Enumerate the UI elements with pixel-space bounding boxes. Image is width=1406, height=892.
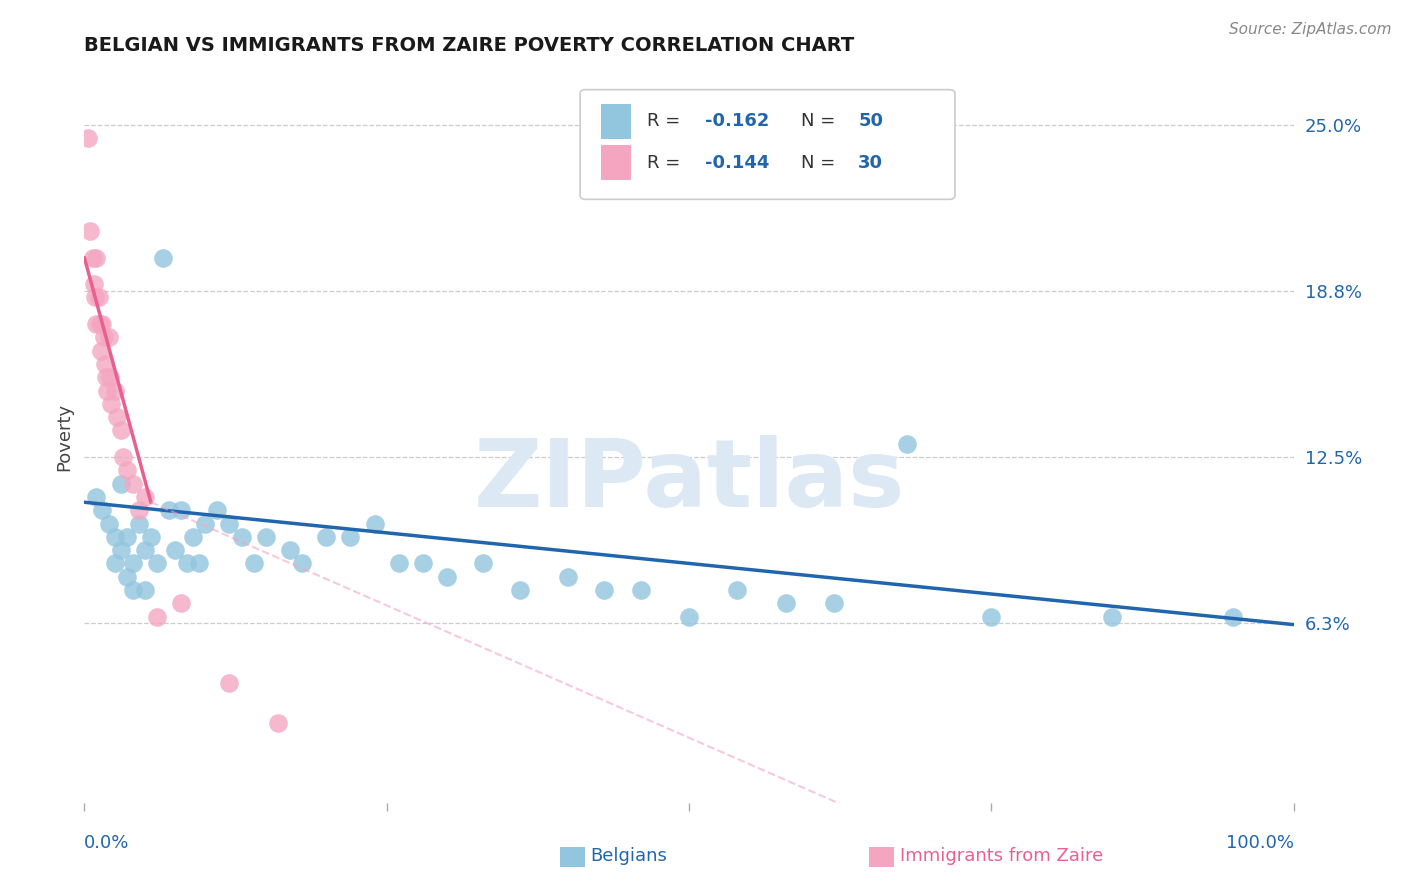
Point bbox=[291, 557, 314, 571]
Text: 30: 30 bbox=[858, 153, 883, 172]
Point bbox=[97, 516, 120, 531]
Point bbox=[678, 609, 700, 624]
Point bbox=[86, 317, 108, 331]
Point bbox=[146, 557, 169, 571]
Point bbox=[91, 317, 114, 331]
Point bbox=[725, 582, 748, 597]
Point bbox=[163, 543, 186, 558]
Point bbox=[1101, 609, 1123, 624]
Point bbox=[86, 251, 108, 265]
Text: 50: 50 bbox=[858, 112, 883, 130]
Point bbox=[100, 397, 122, 411]
Point bbox=[77, 131, 100, 145]
Point bbox=[339, 530, 361, 544]
Point bbox=[134, 490, 156, 504]
Point bbox=[980, 609, 1002, 624]
Point bbox=[128, 516, 150, 531]
Point bbox=[104, 384, 127, 398]
Point bbox=[472, 557, 495, 571]
Point bbox=[89, 317, 111, 331]
Text: N =: N = bbox=[801, 153, 841, 172]
Point bbox=[207, 503, 229, 517]
Point bbox=[170, 503, 193, 517]
Point bbox=[97, 330, 120, 344]
Text: 100.0%: 100.0% bbox=[1226, 834, 1294, 852]
Point bbox=[112, 450, 135, 464]
Point bbox=[86, 490, 108, 504]
FancyBboxPatch shape bbox=[581, 90, 955, 200]
Point bbox=[83, 277, 105, 292]
Point bbox=[94, 370, 117, 384]
Point bbox=[176, 557, 198, 571]
Point bbox=[82, 251, 104, 265]
Point bbox=[181, 530, 204, 544]
Point bbox=[105, 410, 128, 425]
Point bbox=[231, 530, 253, 544]
Point bbox=[110, 424, 132, 438]
FancyBboxPatch shape bbox=[600, 145, 631, 180]
Point bbox=[90, 343, 112, 358]
Point bbox=[388, 557, 411, 571]
Text: ZIPatlas: ZIPatlas bbox=[474, 435, 904, 527]
Point bbox=[1222, 609, 1244, 624]
Point bbox=[94, 357, 117, 371]
Point bbox=[775, 596, 797, 610]
Point bbox=[218, 676, 240, 690]
Text: Immigrants from Zaire: Immigrants from Zaire bbox=[900, 847, 1104, 865]
Text: 0.0%: 0.0% bbox=[84, 834, 129, 852]
Text: N =: N = bbox=[801, 112, 841, 130]
Point bbox=[630, 582, 652, 597]
Point bbox=[139, 530, 162, 544]
Point bbox=[436, 570, 458, 584]
Point bbox=[110, 476, 132, 491]
Point bbox=[278, 543, 301, 558]
Point bbox=[593, 582, 616, 597]
Point bbox=[218, 516, 240, 531]
Point bbox=[267, 716, 290, 731]
Text: Belgians: Belgians bbox=[591, 847, 668, 865]
Point bbox=[98, 370, 121, 384]
Text: R =: R = bbox=[647, 112, 686, 130]
Point bbox=[509, 582, 531, 597]
Point bbox=[128, 503, 150, 517]
Point bbox=[170, 596, 193, 610]
Point bbox=[104, 557, 127, 571]
Point bbox=[84, 290, 107, 304]
Text: -0.144: -0.144 bbox=[704, 153, 769, 172]
Point bbox=[157, 503, 180, 517]
Text: R =: R = bbox=[647, 153, 686, 172]
Point bbox=[188, 557, 211, 571]
Point bbox=[121, 557, 143, 571]
Point bbox=[412, 557, 434, 571]
Text: -0.162: -0.162 bbox=[704, 112, 769, 130]
Point bbox=[115, 530, 138, 544]
Point bbox=[121, 582, 143, 597]
Point bbox=[93, 330, 115, 344]
Point bbox=[134, 543, 156, 558]
Point bbox=[134, 582, 156, 597]
Point bbox=[315, 530, 337, 544]
Point bbox=[557, 570, 579, 584]
Text: BELGIAN VS IMMIGRANTS FROM ZAIRE POVERTY CORRELATION CHART: BELGIAN VS IMMIGRANTS FROM ZAIRE POVERTY… bbox=[84, 36, 855, 54]
Text: Source: ZipAtlas.com: Source: ZipAtlas.com bbox=[1229, 22, 1392, 37]
Point bbox=[79, 224, 101, 238]
Point bbox=[242, 557, 264, 571]
Point bbox=[896, 436, 918, 450]
FancyBboxPatch shape bbox=[600, 103, 631, 138]
Y-axis label: Poverty: Poverty bbox=[55, 403, 73, 471]
Point bbox=[194, 516, 217, 531]
Point bbox=[104, 530, 127, 544]
Point bbox=[823, 596, 845, 610]
Point bbox=[121, 476, 143, 491]
Point bbox=[115, 463, 138, 477]
Point bbox=[110, 543, 132, 558]
Point bbox=[115, 570, 138, 584]
Point bbox=[152, 251, 174, 265]
Point bbox=[254, 530, 277, 544]
Point bbox=[146, 609, 169, 624]
Point bbox=[91, 503, 114, 517]
Point bbox=[96, 384, 118, 398]
Point bbox=[363, 516, 385, 531]
Point bbox=[87, 290, 110, 304]
